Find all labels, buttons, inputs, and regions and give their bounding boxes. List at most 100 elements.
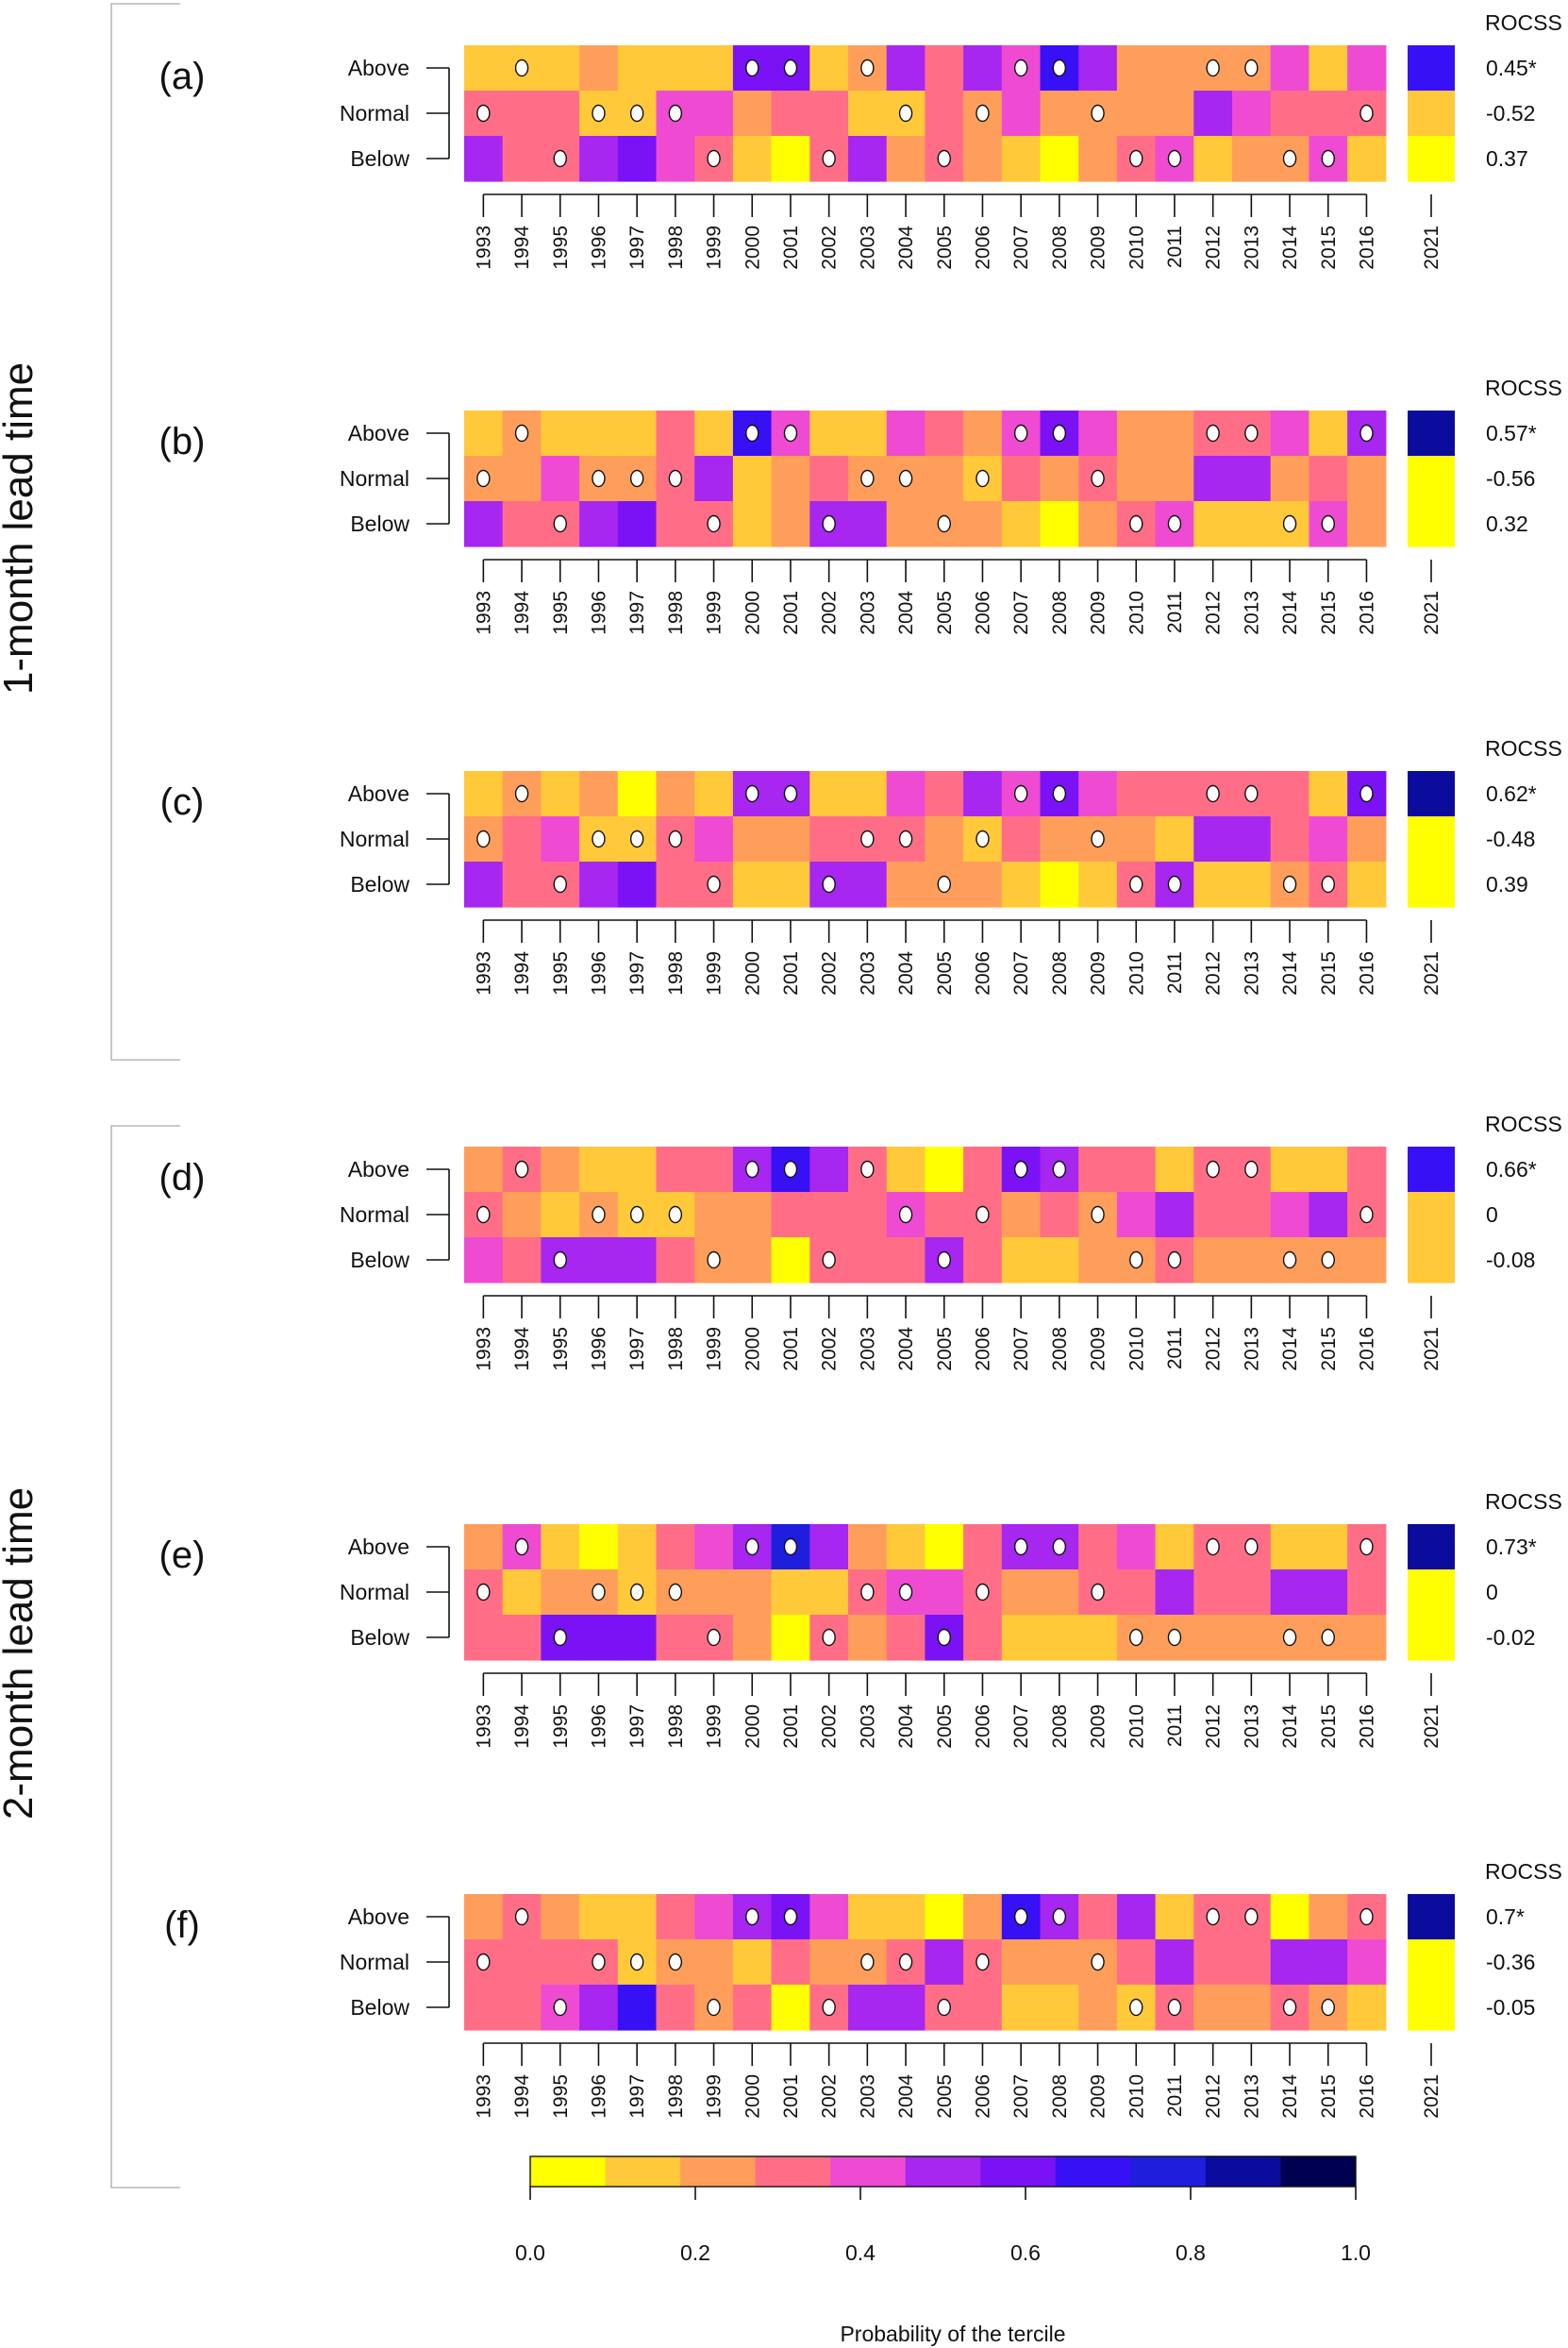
year-label: 2004 <box>895 1327 917 1371</box>
observed-tercile-marker <box>592 1583 606 1602</box>
heatmap-cell <box>886 1147 926 1193</box>
observed-tercile-marker <box>1091 1583 1105 1602</box>
observed-tercile-marker <box>822 1250 836 1269</box>
heatmap-cell <box>502 1192 542 1238</box>
heatmap-cell <box>464 1147 504 1193</box>
heatmap-cell <box>1001 136 1042 182</box>
heatmap-cell <box>1270 1939 1309 1986</box>
forecast-2021-cell <box>1408 1147 1455 1193</box>
year-label: 1993 <box>473 1327 494 1371</box>
year-label: 2014 <box>1279 1704 1301 1749</box>
heatmap-cell <box>1347 1615 1387 1661</box>
year-label: 1998 <box>665 1704 687 1749</box>
observed-tercile-marker <box>629 830 644 848</box>
lead-bracket-1 <box>110 3 180 1061</box>
observed-tercile-marker <box>1013 784 1028 803</box>
heatmap-cell <box>617 1894 658 1940</box>
forecast-2021-cell <box>1408 45 1455 92</box>
heatmap-cell <box>1116 411 1157 457</box>
heatmap-cell <box>1001 862 1042 908</box>
heatmap-cell <box>1001 1939 1042 1986</box>
heatmap-cell <box>886 1237 926 1283</box>
observed-tercile-marker <box>1052 784 1067 803</box>
observed-tercile-marker <box>1359 1205 1374 1224</box>
heatmap-cell <box>1232 91 1272 137</box>
heatmap-cell <box>1309 1192 1348 1238</box>
observed-tercile-marker <box>745 59 759 77</box>
heatmap-cell <box>1040 862 1079 908</box>
heatmap-cell <box>656 136 695 182</box>
heatmap-cell <box>1232 456 1272 502</box>
heatmap-cell <box>694 816 734 863</box>
year-label: 1994 <box>511 1704 533 1749</box>
observed-tercile-marker <box>860 1583 875 1602</box>
observed-tercile-marker <box>1282 1628 1297 1647</box>
heatmap-cell <box>1193 1237 1233 1283</box>
heatmap-cell <box>963 1237 1003 1283</box>
forecast-year-label: 2021 <box>1421 591 1443 635</box>
heatmap-cell <box>1155 771 1194 817</box>
observed-tercile-marker <box>976 830 990 848</box>
heatmap-cell <box>1270 91 1309 137</box>
year-label: 2011 <box>1164 1704 1186 1747</box>
year-label: 2014 <box>1279 591 1301 635</box>
heatmap-cell <box>886 45 926 92</box>
heatmap-cell <box>617 45 658 92</box>
year-label: 1999 <box>704 1327 726 1371</box>
heatmap-cell <box>694 1894 734 1940</box>
year-label: 2004 <box>895 591 917 635</box>
year-label: 2008 <box>1049 226 1071 270</box>
heatmap-cell <box>1232 1569 1272 1616</box>
year-label: 1995 <box>550 1327 572 1371</box>
year-label: 2009 <box>1088 226 1109 270</box>
observed-tercile-marker <box>783 1537 798 1556</box>
observed-tercile-marker <box>783 784 798 803</box>
heatmap-cell <box>464 411 504 457</box>
year-label: 2007 <box>1010 1704 1032 1749</box>
heatmap-cell <box>1270 1524 1309 1570</box>
heatmap-cell <box>848 1237 888 1283</box>
colorbar-segment <box>530 2156 607 2187</box>
heatmap-cell <box>1116 1894 1157 1940</box>
heatmap-cell <box>925 1147 964 1193</box>
observed-tercile-marker <box>476 1205 491 1224</box>
heatmap-cell <box>1270 411 1309 457</box>
heatmap-cell <box>809 1894 849 1940</box>
rocss-value: 0.45* <box>1486 56 1537 80</box>
year-label: 2015 <box>1318 1704 1340 1749</box>
heatmap-cell <box>541 45 580 92</box>
colorbar-tick-label: 0.4 <box>845 2240 876 2265</box>
observed-tercile-marker <box>860 59 875 77</box>
heatmap-cell <box>1309 45 1348 92</box>
observed-tercile-marker <box>822 149 836 168</box>
heatmap-cell <box>1001 456 1042 502</box>
heatmap-cell <box>502 1615 542 1661</box>
heatmap-cell <box>541 1524 580 1570</box>
observed-tercile-marker <box>898 1583 913 1602</box>
rocss-value: 0.7* <box>1486 1904 1525 1929</box>
heatmap-cell <box>848 1524 888 1570</box>
heatmap-cell <box>1270 1192 1309 1238</box>
heatmap-cell <box>771 1939 810 1986</box>
year-label: 2003 <box>857 1704 878 1749</box>
year-label: 2002 <box>819 1327 841 1371</box>
heatmap-cell <box>1040 1192 1079 1238</box>
observed-tercile-marker <box>976 469 990 488</box>
year-label: 1995 <box>550 951 572 996</box>
heatmap-cell <box>541 1147 580 1193</box>
year-label: 2001 <box>780 226 802 270</box>
heatmap-cell <box>732 91 773 137</box>
observed-tercile-marker <box>514 59 529 77</box>
heatmap-cell <box>1193 1192 1233 1238</box>
heatmap-cell <box>1193 862 1233 908</box>
year-label: 1999 <box>704 226 726 270</box>
rocss-value: -0.56 <box>1486 466 1535 491</box>
observed-tercile-marker <box>898 830 913 848</box>
heatmap-cell <box>1270 771 1309 817</box>
year-label: 2005 <box>934 951 956 996</box>
heatmap-cell <box>1193 91 1233 137</box>
heatmap-cell <box>694 1939 734 1986</box>
year-label: 2004 <box>895 226 917 270</box>
heatmap-cell <box>579 862 619 908</box>
observed-tercile-marker <box>1091 830 1105 848</box>
